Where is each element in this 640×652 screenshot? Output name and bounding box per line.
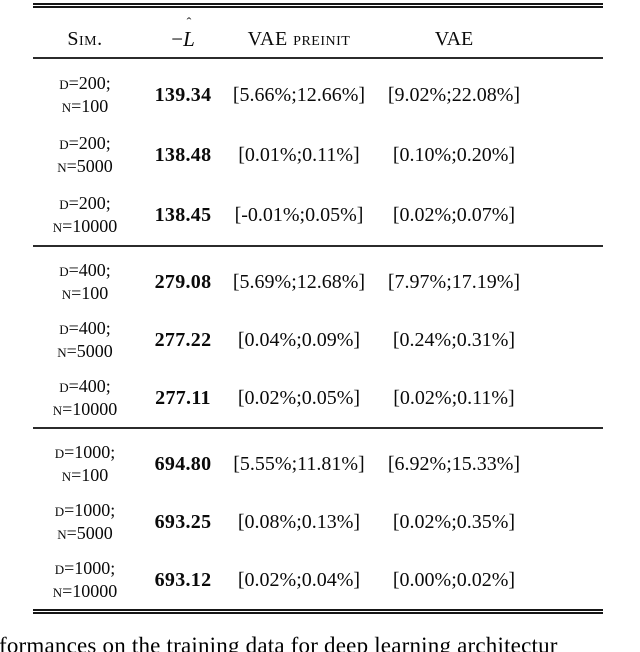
- loss-cell: 277.11: [155, 386, 211, 409]
- vae-cell: [0.10%;0.20%]: [392, 143, 516, 166]
- sim-cell: D=200; N=5000: [33, 132, 137, 178]
- sim-line1: D=400;: [59, 376, 111, 396]
- table-row: D=1000; N=5000 693.25 [0.08%;0.13%] [0.0…: [33, 493, 603, 551]
- column-header-sim: Sim.: [67, 27, 103, 50]
- loss-cell: 138.45: [154, 203, 212, 226]
- loss-letter-char: L: [183, 26, 195, 51]
- vae-preinit-cell: [-0.01%;0.05%]: [234, 203, 364, 226]
- sim-line1: D=200;: [59, 73, 111, 93]
- vae-cell: [0.00%;0.02%]: [392, 568, 516, 591]
- vae-cell: [0.02%;0.11%]: [393, 386, 515, 409]
- vae-preinit-cell: [5.69%;12.68%]: [232, 270, 366, 293]
- table-row: D=1000; N=10000 693.12 [0.02%;0.04%] [0.…: [33, 551, 603, 609]
- sim-line2: N=10000: [52, 216, 118, 236]
- sim-cell: D=200; N=100: [33, 72, 137, 118]
- sim-cell: D=400; N=5000: [33, 317, 137, 363]
- vae-preinit-cell: [0.02%;0.05%]: [237, 386, 361, 409]
- column-header-loss: − ˆ L: [137, 16, 229, 52]
- sim-line2: N=5000: [57, 341, 113, 361]
- section-rule: [33, 245, 603, 247]
- sim-line1: D=400;: [59, 318, 111, 338]
- sim-line2: N=5000: [57, 156, 113, 176]
- sim-line2: N=100: [61, 465, 109, 485]
- sim-cell: D=1000; N=100: [33, 441, 137, 487]
- sim-line1: D=400;: [59, 260, 111, 280]
- loss-cell: 693.25: [154, 510, 212, 533]
- sim-line2: N=5000: [57, 523, 113, 543]
- bottom-rule: [33, 609, 603, 614]
- loss-cell: 139.34: [154, 83, 212, 106]
- sim-line2: N=10000: [52, 399, 118, 419]
- minus-sign: −: [171, 26, 184, 51]
- sim-line2: N=10000: [52, 581, 118, 601]
- sim-line1: D=200;: [59, 193, 111, 213]
- column-header-vae-preinit: VAE preinit: [247, 27, 351, 50]
- vae-cell: [0.02%;0.07%]: [392, 203, 516, 226]
- top-rule: [33, 3, 603, 8]
- sim-line1: D=1000;: [54, 558, 116, 578]
- header-rule: [33, 57, 603, 59]
- results-table: Sim. − ˆ L VAE preinit VAE D=200; N=100 13…: [33, 3, 603, 614]
- vae-preinit-cell: [0.02%;0.04%]: [237, 568, 361, 591]
- table-section: D=200; N=100 139.34 [5.66%;12.66%] [9.02…: [33, 59, 603, 245]
- section-rule: [33, 427, 603, 429]
- vae-cell: [9.02%;22.08%]: [387, 83, 521, 106]
- vae-preinit-cell: [5.55%;11.81%]: [233, 452, 365, 475]
- vae-cell: [0.24%;0.31%]: [392, 328, 516, 351]
- vae-preinit-cell: [0.01%;0.11%]: [238, 143, 360, 166]
- sim-line1: D=200;: [59, 133, 111, 153]
- vae-preinit-cell: [0.08%;0.13%]: [237, 510, 361, 533]
- table-row: D=400; N=10000 277.11 [0.02%;0.05%] [0.0…: [33, 369, 603, 427]
- sim-line2: N=100: [61, 283, 109, 303]
- column-header-vae: VAE: [434, 27, 474, 50]
- table-row: D=200; N=100 139.34 [5.66%;12.66%] [9.02…: [33, 65, 603, 125]
- vae-preinit-cell: [0.04%;0.09%]: [237, 328, 361, 351]
- table-row: D=200; N=10000 138.45 [-0.01%;0.05%] [0.…: [33, 185, 603, 245]
- loss-cell: 277.22: [154, 328, 212, 351]
- table-row: D=400; N=5000 277.22 [0.04%;0.09%] [0.24…: [33, 311, 603, 369]
- sim-cell: D=400; N=10000: [33, 375, 137, 421]
- caption-text: formances on the training data for deep …: [0, 633, 558, 652]
- sim-line1: D=1000;: [54, 500, 116, 520]
- loss-cell: 693.12: [154, 568, 212, 591]
- table-row: D=200; N=5000 138.48 [0.01%;0.11%] [0.10…: [33, 125, 603, 185]
- sim-cell: D=400; N=100: [33, 259, 137, 305]
- loss-cell: 138.48: [154, 143, 212, 166]
- table-row: D=1000; N=100 694.80 [5.55%;11.81%] [6.9…: [33, 435, 603, 493]
- sim-cell: D=200; N=10000: [33, 192, 137, 238]
- table-row: D=400; N=100 279.08 [5.69%;12.68%] [7.97…: [33, 253, 603, 311]
- sim-line2: N=100: [61, 96, 109, 116]
- table-section: D=400; N=100 279.08 [5.69%;12.68%] [7.97…: [33, 247, 603, 427]
- vae-cell: [0.02%;0.35%]: [392, 510, 516, 533]
- loss-cell: 279.08: [154, 270, 212, 293]
- sim-line1: D=1000;: [54, 442, 116, 462]
- hat-accent-icon: ˆ: [186, 15, 192, 31]
- sim-cell: D=1000; N=5000: [33, 499, 137, 545]
- table-section: D=1000; N=100 694.80 [5.55%;11.81%] [6.9…: [33, 429, 603, 609]
- table-header-row: Sim. − ˆ L VAE preinit VAE: [33, 8, 603, 57]
- sim-cell: D=1000; N=10000: [33, 557, 137, 603]
- vae-cell: [7.97%;17.19%]: [387, 270, 521, 293]
- vae-cell: [6.92%;15.33%]: [387, 452, 521, 475]
- loss-cell: 694.80: [154, 452, 212, 475]
- vae-preinit-cell: [5.66%;12.66%]: [232, 83, 366, 106]
